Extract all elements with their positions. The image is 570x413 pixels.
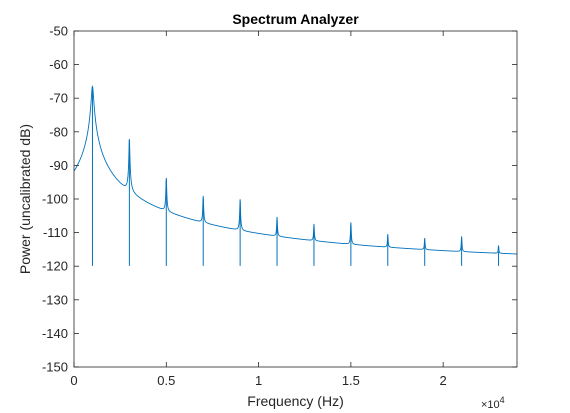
y-tick-label: -80 — [49, 124, 68, 139]
y-tick-label: -110 — [43, 225, 68, 240]
y-tick-label: -60 — [49, 57, 68, 72]
series-layer — [73, 85, 518, 266]
series-line — [73, 85, 518, 255]
chart-title: Spectrum Analyzer — [232, 11, 359, 27]
y-tick-label: -150 — [42, 360, 68, 375]
x-tick-label: 1.5 — [342, 373, 360, 388]
y-tick-label: -70 — [49, 91, 68, 106]
ticks-layer: 0 0.5 1 1.5 2 -50 -60 -70 -80 -90 -100 -110 -120 -130… — [42, 24, 517, 388]
x-tick-label: 1 — [255, 373, 262, 388]
x-axis-label: Frequency (Hz) — [247, 393, 343, 409]
x-axis-exponent-base: ×10 — [481, 399, 500, 411]
y-tick-label: -140 — [42, 326, 68, 341]
y-tick-label: -100 — [42, 192, 68, 207]
y-axis-label: Power (uncalibrated dB) — [17, 124, 33, 274]
x-axis-exponent: ×104 — [481, 395, 505, 411]
y-tick-label: -120 — [42, 259, 68, 274]
x-tick-label: 0.5 — [157, 373, 175, 388]
x-tick-label: 2 — [440, 373, 447, 388]
y-tick-label: -130 — [42, 292, 68, 307]
plot-area — [74, 31, 517, 367]
y-tick-label: -50 — [49, 24, 68, 39]
x-tick-label: 0 — [70, 373, 77, 388]
y-tick-label: -90 — [49, 158, 68, 173]
x-axis-exponent-power: 4 — [500, 395, 505, 405]
